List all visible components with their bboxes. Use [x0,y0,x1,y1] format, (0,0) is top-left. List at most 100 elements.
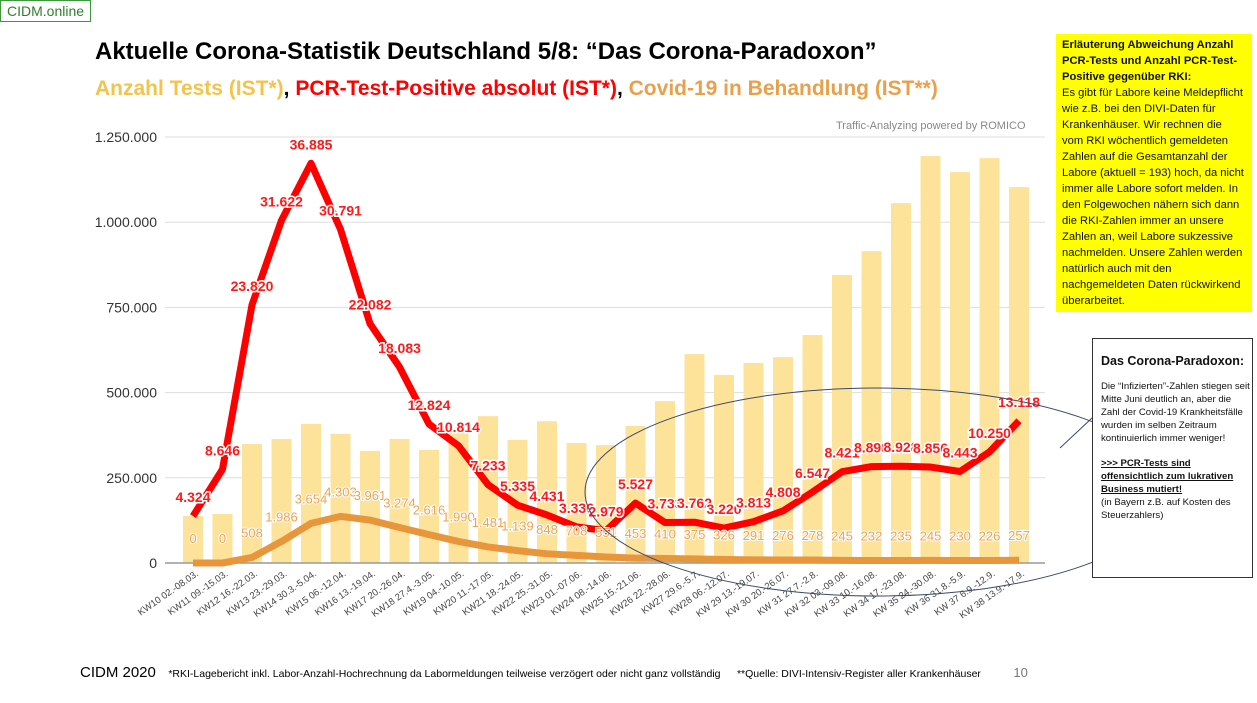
paradox-aside: (in Bayern z.B. auf Kosten des Steuerzah… [1101,497,1231,521]
footer-copyright: CIDM 2020 [80,664,156,681]
data-label-positives: 4.324 [175,489,210,505]
data-label-treatment: 291 [743,528,765,543]
data-label-treatment: 3.961 [354,488,387,503]
bar-tests [242,444,262,563]
data-label-positives: 7.233 [470,458,505,474]
data-label-positives: 3.733 [647,496,682,512]
data-label-positives: 8.898 [854,440,889,456]
data-label-treatment: 2.616 [413,503,446,518]
bar-tests [625,425,646,563]
data-label-positives: 5.335 [500,478,535,494]
explanation-note: Erläuterung Abweichung Anzahl PCR-Tests … [1056,34,1252,312]
data-label-treatment: 453 [625,526,647,541]
data-label-positives: 31.622 [260,193,303,209]
bar-tests [183,515,203,563]
data-label-treatment: 3.274 [383,496,416,511]
data-label-treatment: 257 [1008,528,1030,543]
data-label-treatment: 551 [595,525,617,540]
data-label-treatment: 0 [219,531,226,546]
data-label-treatment: 226 [979,529,1001,544]
paradox-body: Die “Infizierten”-Zahlen stiegen seit Mi… [1101,381,1250,444]
y-tick-label: 500.000 [106,385,157,401]
bar-tests [891,203,911,563]
data-label-positives: 30.791 [319,202,362,218]
line-treatment [193,512,1020,567]
data-label-treatment: 235 [890,528,912,543]
bar-tests [537,421,557,563]
legend-subtitle: Anzahl Tests (IST*), PCR-Test-Positive a… [95,77,938,101]
bar-tests [832,275,852,563]
explanation-heading: Erläuterung Abweichung Anzahl PCR-Tests … [1062,39,1238,83]
bar-tests [920,156,941,564]
data-label-positives: 8.421 [824,445,859,461]
bar-tests [714,374,734,563]
data-label-treatment: 1.481 [472,515,505,530]
bar-tests [566,443,587,563]
data-label-treatment: 410 [654,527,676,542]
data-label-treatment: 848 [536,522,558,537]
bar-tests [979,158,1000,564]
data-label-positives: 10.250 [968,425,1011,441]
data-label-positives: 13.118 [998,394,1040,410]
bar-tests [684,354,705,563]
data-label-positives: 3.813 [736,495,771,511]
bar-tests [212,513,233,563]
data-label-treatment: 1.986 [265,509,298,524]
data-label-positives: 6.547 [795,465,830,481]
data-label-positives: 12.824 [408,397,451,413]
bar-tests [1009,187,1029,563]
annotation-pointer [1059,417,1093,449]
data-label-positives: 36.885 [290,136,333,152]
data-label-positives: 3.220 [706,501,741,517]
y-tick-label: 750.000 [106,299,157,315]
legend-separator: , [616,77,629,100]
paradox-heading: Das Corona-Paradoxon: [1101,354,1245,368]
footer: CIDM 2020 *RKI-Lagebericht inkl. Labor-A… [80,664,1028,682]
bar-tests [448,430,469,563]
legend-positives: PCR-Test-Positive absolut (IST*) [295,77,617,100]
bar-tests [743,362,764,563]
legend-tests: Anzahl Tests (IST*) [95,77,284,100]
data-label-positives: 2.979 [588,504,623,520]
data-label-positives: 8.856 [913,440,948,456]
y-tick-label: 1.250.000 [95,129,157,145]
y-tick-label: 0 [149,555,157,571]
footnote-1: *RKI-Lagebericht inkl. Labor-Anzahl-Hoch… [168,668,721,680]
page-title: Aktuelle Corona-Statistik Deutschland 5/… [95,38,877,65]
data-label-positives: 4.808 [765,484,800,500]
bar-tests [360,450,380,563]
paradox-emphasis: >>> PCR-Tests sind offensichtlich zum lu… [1101,458,1234,495]
data-label-treatment: 1.990 [442,509,475,524]
data-label-treatment: 3.654 [295,491,328,506]
bar-tests [950,172,970,563]
data-label-treatment: 4.303 [324,484,357,499]
data-label-treatment: 508 [241,525,263,540]
data-label-positives: 10.814 [437,419,480,435]
brand-logo[interactable]: CIDM.online [0,0,92,22]
paradox-note: Das Corona-Paradoxon: Die “Infizierten”-… [1092,338,1253,578]
data-label-positives: 8.928 [883,439,918,455]
data-label-treatment: 1.139 [501,519,534,534]
explanation-body: Es gibt für Labore keine Meldepflicht wi… [1062,87,1244,307]
y-tick-label: 250.000 [106,470,157,486]
legend-treatment: Covid-19 in Behandlung (IST**) [628,77,938,100]
y-tick-label: 1.000.000 [95,214,157,230]
data-label-treatment: 326 [713,527,735,542]
data-label-treatment: 278 [802,528,824,543]
data-label-treatment: 375 [684,527,706,542]
data-label-treatment: 232 [861,528,883,543]
data-label-positives: 4.431 [529,488,564,504]
data-label-treatment: 708 [566,523,588,538]
chart-credit: Traffic-Analyzing powered by ROMICO [836,120,1026,132]
data-label-positives: 3.762 [677,495,712,511]
footnote-2: **Quelle: DIVI-Intensiv-Register aller K… [736,668,981,680]
bar-tests [861,251,882,563]
bar-tests [478,416,498,563]
bar-tests [802,335,823,563]
bar-tests [330,433,351,563]
page-number: 10 [1013,665,1028,680]
legend-separator: , [283,77,296,100]
data-label-treatment: 0 [189,531,196,546]
data-label-positives: 23.820 [231,278,274,294]
